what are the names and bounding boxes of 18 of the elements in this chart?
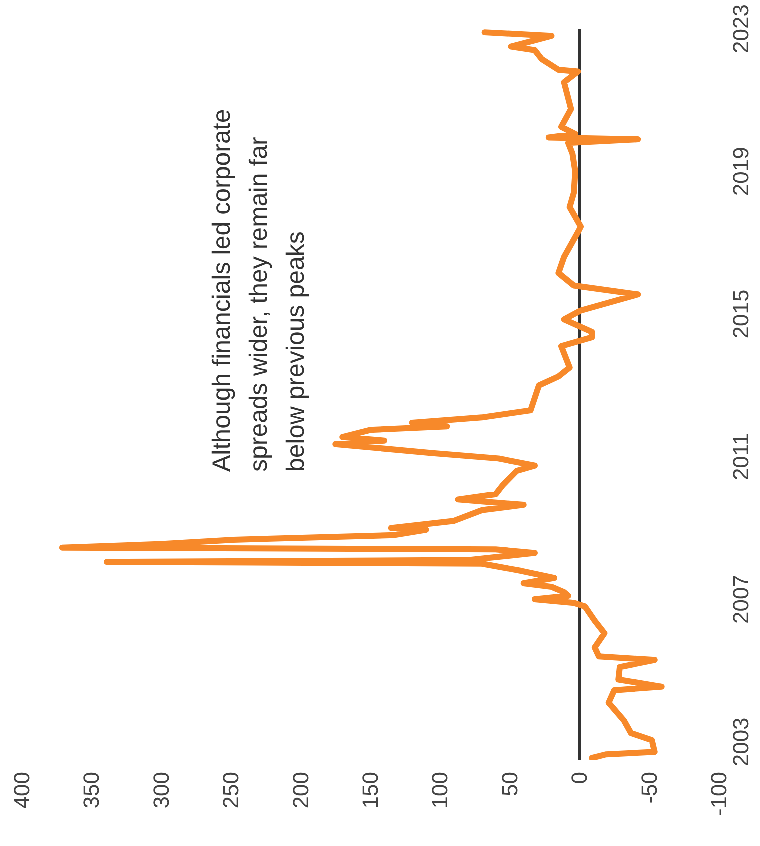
y-tick-label: 2019	[728, 147, 754, 196]
x-tick-label: 150	[358, 772, 383, 809]
x-tick-label: -100	[706, 772, 732, 816]
y-tick-label: 2023	[728, 4, 754, 54]
x-tick-label: 300	[148, 772, 174, 809]
y-tick-label: 2007	[728, 575, 754, 624]
x-tick-label: 0	[567, 772, 592, 784]
annotation: Although financials led corporate spreads wider, they remain far below previous peaks	[207, 109, 311, 472]
y-tick-label: 2003	[728, 718, 754, 767]
x-tick-label: 350	[79, 772, 104, 809]
x-tick-label: 200	[288, 772, 314, 809]
y-tick-label: 2015	[728, 290, 754, 339]
x-tick-label: 50	[497, 772, 522, 796]
y-tick-label: 2011	[728, 433, 754, 481]
x-tick-label: 400	[10, 772, 34, 809]
x-tick-label: -50	[636, 772, 662, 804]
x-tick-label: 100	[428, 772, 453, 809]
x-tick-label: 250	[218, 772, 244, 809]
